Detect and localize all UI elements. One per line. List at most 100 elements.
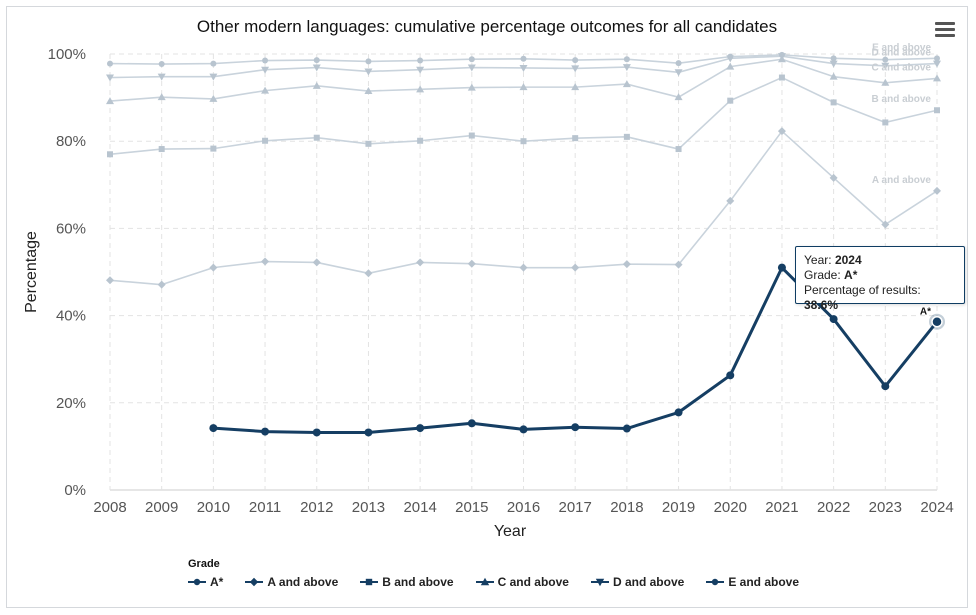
data-point[interactable] [726,371,735,380]
data-point[interactable] [262,137,269,144]
data-point[interactable] [467,419,476,428]
data-point[interactable] [209,263,218,272]
data-point[interactable] [571,263,580,272]
legend-item-b-and-above[interactable]: B and above [360,575,454,589]
data-point[interactable] [934,107,940,114]
data-point[interactable] [262,57,269,64]
data-point[interactable] [572,135,579,142]
data-point[interactable] [519,64,528,72]
data-point[interactable] [830,55,837,62]
data-point[interactable] [417,57,424,64]
data-point[interactable] [571,83,580,91]
data-point[interactable] [106,97,114,105]
legend-item-a-and-above[interactable]: A and above [245,575,338,589]
data-point[interactable] [623,56,630,63]
legend-marker[interactable] [193,578,201,586]
data-point[interactable] [261,66,270,74]
data-point[interactable] [675,60,682,67]
legend-item-c-and-above[interactable]: C and above [475,575,569,589]
data-point[interactable] [365,58,372,65]
legend-marker[interactable] [595,578,605,587]
data-point[interactable] [261,257,270,266]
data-point[interactable] [777,127,786,136]
data-point[interactable] [572,57,579,64]
data-point[interactable] [209,73,218,81]
data-point[interactable] [261,86,270,94]
legend-marker[interactable] [250,577,259,587]
data-point[interactable] [313,57,320,64]
data-point[interactable] [829,72,838,80]
data-point[interactable] [933,74,941,82]
legend-item-a-[interactable]: A* [188,575,223,589]
data-point[interactable] [209,424,218,433]
data-point[interactable] [571,65,580,73]
data-point[interactable] [416,424,425,433]
data-point[interactable] [674,69,683,77]
hovered-point[interactable] [931,315,943,328]
data-point[interactable] [933,60,941,68]
data-point[interactable] [519,263,528,272]
data-point[interactable] [933,186,941,195]
data-point[interactable] [209,94,218,102]
data-point[interactable] [882,56,889,63]
data-point[interactable] [881,78,890,86]
data-point[interactable] [467,83,476,91]
data-point[interactable] [365,140,372,147]
data-point[interactable] [881,220,890,229]
chart-menu-button[interactable] [935,22,955,38]
data-point[interactable] [829,173,838,182]
data-point[interactable] [622,424,631,433]
data-point[interactable] [416,258,425,267]
data-point[interactable] [312,258,321,267]
data-point[interactable] [157,93,166,101]
data-point[interactable] [468,56,475,63]
data-point[interactable] [830,99,837,106]
data-point[interactable] [674,408,683,417]
data-point[interactable] [158,146,165,153]
data-point[interactable] [416,85,425,93]
data-point[interactable] [829,60,838,68]
data-point[interactable] [622,64,631,72]
data-point[interactable] [157,73,166,81]
data-point[interactable] [157,280,166,289]
data-point[interactable] [158,61,165,68]
data-point[interactable] [106,276,114,285]
legend-item-d-and-above[interactable]: D and above [590,575,684,589]
legend-marker[interactable] [480,577,489,586]
data-point[interactable] [417,137,424,144]
data-point[interactable] [364,68,373,76]
data-point[interactable] [882,119,889,126]
data-point[interactable] [312,428,321,437]
data-point[interactable] [519,83,528,91]
data-point[interactable] [778,51,785,58]
data-point[interactable] [313,134,320,141]
data-point[interactable] [364,269,373,278]
data-point[interactable] [674,93,683,101]
data-point[interactable] [106,74,114,82]
data-point[interactable] [623,133,630,140]
legend-marker[interactable] [366,578,373,586]
data-point[interactable] [934,55,940,62]
data-point[interactable] [210,60,217,67]
data-point[interactable] [881,62,890,70]
data-point[interactable] [778,74,785,81]
data-point[interactable] [261,427,270,436]
data-point[interactable] [674,260,683,269]
data-point[interactable] [519,425,528,434]
data-point[interactable] [364,87,373,95]
data-point[interactable] [727,97,734,104]
data-point[interactable] [468,132,475,139]
data-point[interactable] [622,260,631,269]
data-point[interactable] [467,259,476,268]
data-point[interactable] [727,53,734,60]
data-point[interactable] [312,64,321,72]
data-point[interactable] [107,60,113,67]
data-point[interactable] [520,138,527,145]
data-point[interactable] [675,146,682,153]
data-point[interactable] [777,263,786,272]
data-point[interactable] [107,151,113,158]
legend-item-e-and-above[interactable]: E and above [706,575,799,589]
data-point[interactable] [881,382,890,391]
data-point[interactable] [726,62,735,70]
data-point[interactable] [520,55,527,62]
